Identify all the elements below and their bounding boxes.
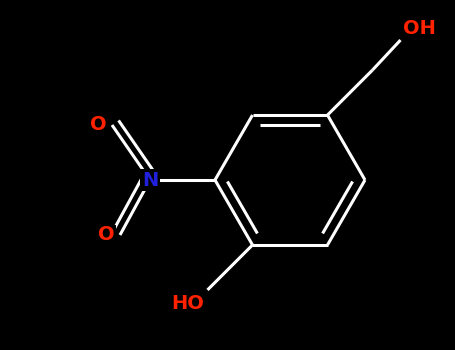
Text: N: N: [142, 170, 158, 189]
Text: OH: OH: [404, 19, 436, 38]
Text: O: O: [91, 116, 107, 134]
Text: HO: HO: [172, 294, 204, 313]
Text: O: O: [98, 225, 115, 245]
